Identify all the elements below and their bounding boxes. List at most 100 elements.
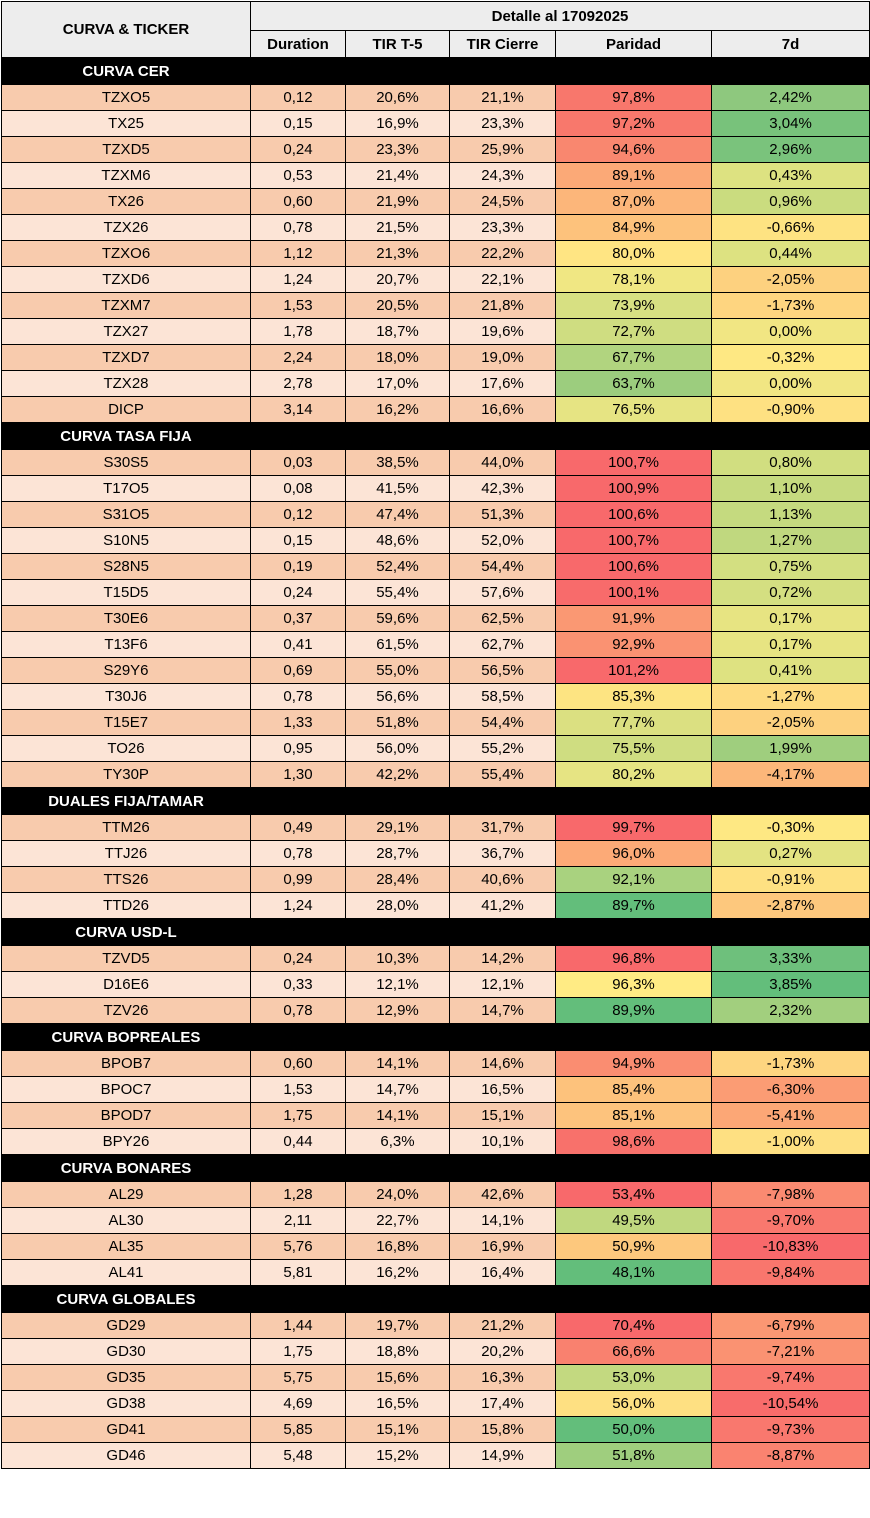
change-7d-cell: -2,87%: [710, 892, 870, 919]
detail-date-header: Detalle al 17092025: [249, 1, 870, 31]
tir-t5-cell: 10,3%: [345, 945, 450, 972]
tir-t5-cell: 20,6%: [345, 84, 450, 111]
duration-cell: 0,08: [250, 475, 346, 502]
duration-cell: 1,75: [250, 1338, 346, 1365]
ticker-cell: S28N5: [1, 553, 251, 580]
ticker-cell: DICP: [1, 396, 251, 423]
section-title-cell: CURVA GLOBALES: [0, 1285, 870, 1313]
table-row: TTJ26 0,78 28,7% 36,7% 96,0% 0,27%: [1, 840, 870, 867]
ticker-cell: BPOB7: [1, 1050, 251, 1077]
ticker-cell: T13F6: [1, 631, 251, 658]
duration-cell: 0,19: [250, 553, 346, 580]
tir-t5-cell: 16,8%: [345, 1233, 450, 1260]
table-row: TX26 0,60 21,9% 24,5% 87,0% 0,96%: [1, 188, 870, 215]
table-row: TZXO5 0,12 20,6% 21,1% 97,8% 2,42%: [1, 84, 870, 111]
duration-cell: 1,78: [250, 318, 346, 345]
tir-t5-cell: 29,1%: [345, 814, 450, 841]
paridad-cell: 92,9%: [555, 631, 712, 658]
change-7d-cell: 0,96%: [710, 188, 870, 215]
ticker-cell: TTJ26: [1, 840, 251, 867]
tir-t5-cell: 18,0%: [345, 344, 450, 371]
duration-cell: 1,24: [250, 266, 346, 293]
tir-cierre-cell: 31,7%: [449, 814, 556, 841]
ticker-cell: T30J6: [1, 683, 251, 710]
column-header-7d: 7d: [710, 30, 870, 58]
section-title: CURVA CER: [82, 62, 170, 80]
tir-cierre-cell: 54,4%: [449, 553, 556, 580]
curve-ticker-header: CURVA & TICKER: [1, 1, 251, 58]
change-7d-cell: 3,04%: [710, 110, 870, 137]
ticker-cell: GD35: [1, 1364, 251, 1391]
ticker-cell: TZXM7: [1, 292, 251, 319]
table-row: GD29 1,44 19,7% 21,2% 70,4% -6,79%: [1, 1312, 870, 1339]
tir-cierre-cell: 10,1%: [449, 1128, 556, 1155]
paridad-cell: 72,7%: [555, 318, 712, 345]
change-7d-cell: -10,54%: [710, 1390, 870, 1417]
duration-cell: 0,95: [250, 735, 346, 762]
table-row: TZXM6 0,53 21,4% 24,3% 89,1% 0,43%: [1, 162, 870, 189]
tir-cierre-cell: 41,2%: [449, 892, 556, 919]
table-row: TZV26 0,78 12,9% 14,7% 89,9% 2,32%: [1, 997, 870, 1024]
change-7d-cell: -9,74%: [710, 1364, 870, 1391]
paridad-cell: 98,6%: [555, 1128, 712, 1155]
column-header-tir-t5: TIR T-5: [345, 30, 450, 58]
duration-cell: 0,24: [250, 136, 346, 163]
paridad-cell: 77,7%: [555, 709, 712, 736]
change-7d-cell: 0,00%: [710, 318, 870, 345]
duration-cell: 5,75: [250, 1364, 346, 1391]
tir-cierre-cell: 36,7%: [449, 840, 556, 867]
duration-cell: 5,85: [250, 1416, 346, 1443]
table-row: TZXD6 1,24 20,7% 22,1% 78,1% -2,05%: [1, 266, 870, 293]
section-title: CURVA USD-L: [75, 923, 177, 941]
duration-cell: 0,78: [250, 840, 346, 867]
ticker-cell: T30E6: [1, 605, 251, 632]
paridad-cell: 100,6%: [555, 501, 712, 528]
ticker-cell: AL35: [1, 1233, 251, 1260]
table-row: TTM26 0,49 29,1% 31,7% 99,7% -0,30%: [1, 814, 870, 841]
duration-cell: 0,33: [250, 971, 346, 998]
ticker-cell: BPOD7: [1, 1102, 251, 1129]
change-7d-cell: 0,44%: [710, 240, 870, 267]
section-title: CURVA GLOBALES: [56, 1290, 196, 1308]
table-row: GD35 5,75 15,6% 16,3% 53,0% -9,74%: [1, 1364, 870, 1391]
tir-cierre-cell: 21,1%: [449, 84, 556, 111]
duration-cell: 1,24: [250, 892, 346, 919]
paridad-cell: 94,6%: [555, 136, 712, 163]
change-7d-cell: 0,72%: [710, 579, 870, 606]
paridad-cell: 96,3%: [555, 971, 712, 998]
change-7d-cell: 2,42%: [710, 84, 870, 111]
tir-t5-cell: 47,4%: [345, 501, 450, 528]
tir-cierre-cell: 55,2%: [449, 735, 556, 762]
section-header-row: CURVA BOPREALES: [0, 1023, 870, 1051]
tir-t5-cell: 56,0%: [345, 735, 450, 762]
change-7d-cell: 0,00%: [710, 370, 870, 397]
tir-t5-cell: 41,5%: [345, 475, 450, 502]
table-row: S28N5 0,19 52,4% 54,4% 100,6% 0,75%: [1, 553, 870, 580]
paridad-cell: 96,8%: [555, 945, 712, 972]
section-title: CURVA BONARES: [60, 1159, 192, 1177]
tir-cierre-cell: 54,4%: [449, 709, 556, 736]
section-title-cell: CURVA CER: [0, 57, 870, 85]
table-row: S31O5 0,12 47,4% 51,3% 100,6% 1,13%: [1, 501, 870, 528]
duration-cell: 0,24: [250, 579, 346, 606]
tir-cierre-cell: 12,1%: [449, 971, 556, 998]
duration-cell: 0,78: [250, 683, 346, 710]
table-row: D16E6 0,33 12,1% 12,1% 96,3% 3,85%: [1, 971, 870, 998]
tir-cierre-cell: 20,2%: [449, 1338, 556, 1365]
tir-t5-cell: 14,1%: [345, 1102, 450, 1129]
duration-cell: 1,53: [250, 292, 346, 319]
duration-cell: 0,24: [250, 945, 346, 972]
change-7d-cell: 1,27%: [710, 527, 870, 554]
paridad-cell: 100,7%: [555, 449, 712, 476]
duration-cell: 1,75: [250, 1102, 346, 1129]
duration-cell: 1,30: [250, 761, 346, 788]
duration-cell: 1,33: [250, 709, 346, 736]
change-7d-cell: -9,84%: [710, 1259, 870, 1286]
paridad-cell: 51,8%: [555, 1442, 712, 1469]
duration-cell: 2,11: [250, 1207, 346, 1234]
tir-t5-cell: 51,8%: [345, 709, 450, 736]
change-7d-cell: -10,83%: [710, 1233, 870, 1260]
change-7d-cell: -2,05%: [710, 266, 870, 293]
paridad-cell: 87,0%: [555, 188, 712, 215]
table-row: AL41 5,81 16,2% 16,4% 48,1% -9,84%: [1, 1259, 870, 1286]
